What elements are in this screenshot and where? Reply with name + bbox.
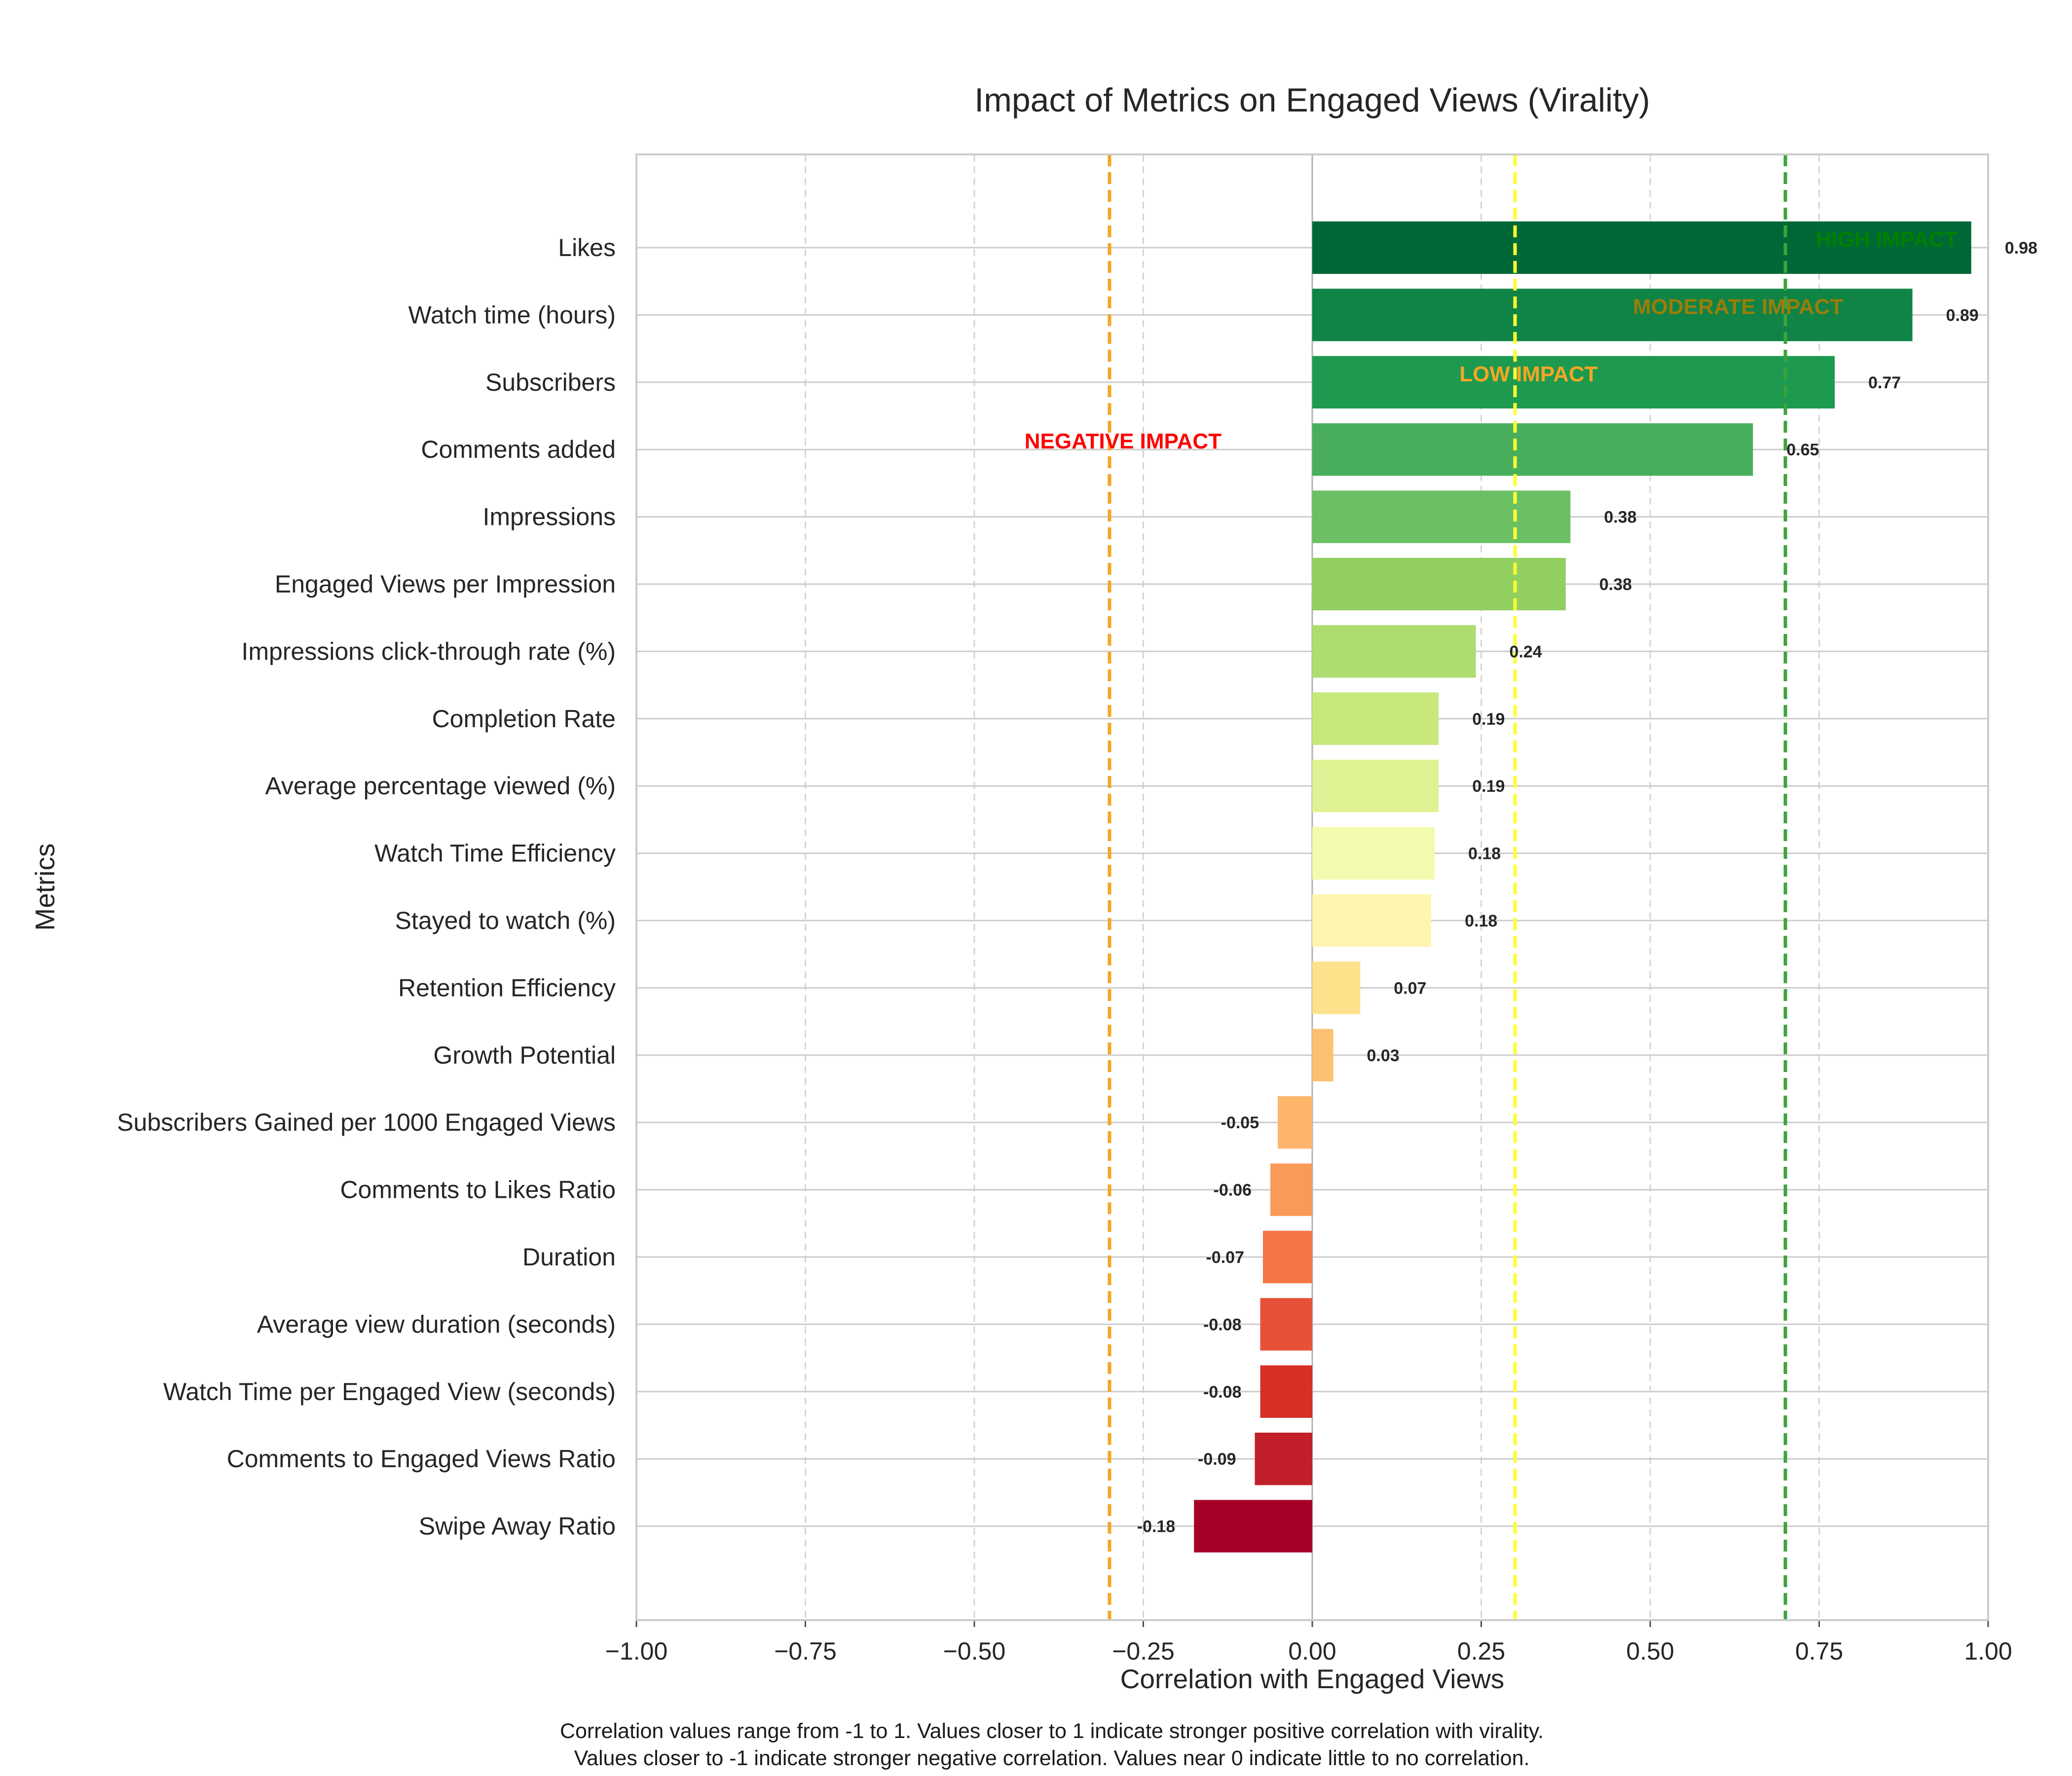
bar — [1312, 1029, 1333, 1081]
y-tick-label: Watch time (hours) — [408, 301, 616, 329]
bar — [1312, 692, 1439, 745]
x-tick-label: −0.25 — [1112, 1637, 1175, 1665]
y-tick-label: Growth Potential — [433, 1041, 616, 1069]
bar — [1312, 827, 1435, 880]
value-label: -0.09 — [1198, 1450, 1236, 1469]
bar — [1194, 1500, 1312, 1553]
y-tick-label: Impressions click-through rate (%) — [241, 637, 616, 665]
bar — [1312, 557, 1566, 611]
value-label: 0.07 — [1394, 979, 1426, 998]
y-axis-label: Metrics — [30, 843, 60, 930]
x-axis-label: Correlation with Engaged Views — [1120, 1664, 1505, 1694]
y-tick-label: Engaged Views per Impression — [275, 570, 616, 598]
x-tick-label: −0.50 — [943, 1637, 1006, 1665]
bar — [1312, 490, 1571, 543]
value-label: 0.18 — [1468, 845, 1501, 863]
zone-label: NEGATIVE IMPACT — [1025, 429, 1221, 453]
value-label: -0.08 — [1203, 1315, 1242, 1334]
caption-line-2: Values closer to -1 indicate stronger ne… — [574, 1746, 1530, 1770]
x-tick-label: 0.75 — [1795, 1637, 1843, 1665]
y-tick-label: Watch Time Efficiency — [374, 840, 616, 867]
y-tick-label: Subscribers — [485, 369, 616, 396]
zone-label: LOW IMPACT — [1459, 362, 1597, 386]
value-label: 0.19 — [1472, 777, 1505, 796]
x-tick-label: 0.00 — [1288, 1637, 1336, 1665]
y-tick-label: Duration — [522, 1243, 616, 1271]
x-tick-label: 1.00 — [1964, 1637, 2012, 1665]
value-label: -0.18 — [1137, 1517, 1176, 1536]
y-tick-label: Impressions — [482, 503, 616, 531]
value-label: 0.03 — [1367, 1046, 1399, 1065]
value-label: -0.06 — [1214, 1181, 1252, 1200]
y-tick-label: Comments to Engaged Views Ratio — [227, 1445, 616, 1473]
y-tick-label: Stayed to watch (%) — [395, 907, 616, 934]
bar — [1312, 221, 1971, 274]
value-label: -0.05 — [1221, 1113, 1259, 1132]
zone-label: HIGH IMPACT — [1816, 227, 1958, 252]
y-tick-label: Watch Time per Engaged View (seconds) — [163, 1378, 616, 1406]
y-tick-label: Comments to Likes Ratio — [340, 1176, 616, 1204]
bar — [1312, 356, 1835, 408]
bar — [1312, 625, 1476, 678]
value-label: 0.38 — [1604, 508, 1636, 527]
x-tick-label: 0.50 — [1626, 1637, 1674, 1665]
value-label: 0.18 — [1465, 912, 1497, 930]
y-tick-label: Subscribers Gained per 1000 Engaged View… — [117, 1109, 616, 1136]
y-tick-label: Average view duration (seconds) — [257, 1310, 616, 1338]
bar — [1260, 1298, 1312, 1351]
bar — [1278, 1096, 1312, 1149]
bar — [1255, 1433, 1312, 1485]
chart-title: Impact of Metrics on Engaged Views (Vira… — [974, 81, 1650, 119]
bar — [1312, 962, 1361, 1014]
y-tick-label: Comments added — [421, 436, 616, 463]
value-label: -0.08 — [1203, 1383, 1242, 1402]
y-tick-label: Average percentage viewed (%) — [265, 772, 616, 800]
value-label: 0.19 — [1472, 710, 1505, 729]
y-tick-label: Likes — [558, 234, 616, 261]
bar — [1262, 1230, 1312, 1284]
y-tick-label: Completion Rate — [432, 705, 616, 733]
value-label: -0.07 — [1206, 1248, 1244, 1267]
bar — [1260, 1365, 1312, 1418]
value-label: 0.24 — [1510, 642, 1542, 661]
value-label: 0.98 — [2005, 239, 2037, 258]
value-label: 0.77 — [1868, 373, 1901, 392]
bar — [1312, 289, 1913, 341]
plot-area: 0.98 0.89 0.77 0.65 0.38 0.38 0.24 0.19 0.19 0.18… — [117, 153, 2037, 1665]
value-label: 0.65 — [1786, 441, 1819, 459]
value-label: 0.89 — [1946, 306, 1979, 325]
zone-label: MODERATE IMPACT — [1633, 295, 1843, 319]
value-label: 0.38 — [1599, 575, 1632, 594]
y-tick-label: Swipe Away Ratio — [419, 1513, 616, 1540]
caption-line-1: Correlation values range from -1 to 1. V… — [560, 1719, 1544, 1743]
bar — [1312, 760, 1439, 813]
x-tick-label: −1.00 — [605, 1637, 668, 1665]
plot-frame — [635, 153, 1989, 1621]
x-tick-label: −0.75 — [774, 1637, 837, 1665]
bar — [1312, 423, 1753, 476]
bar — [1312, 894, 1432, 947]
y-tick-label: Retention Efficiency — [398, 974, 616, 1001]
x-tick-label: 0.25 — [1457, 1637, 1505, 1665]
bar — [1270, 1163, 1312, 1216]
